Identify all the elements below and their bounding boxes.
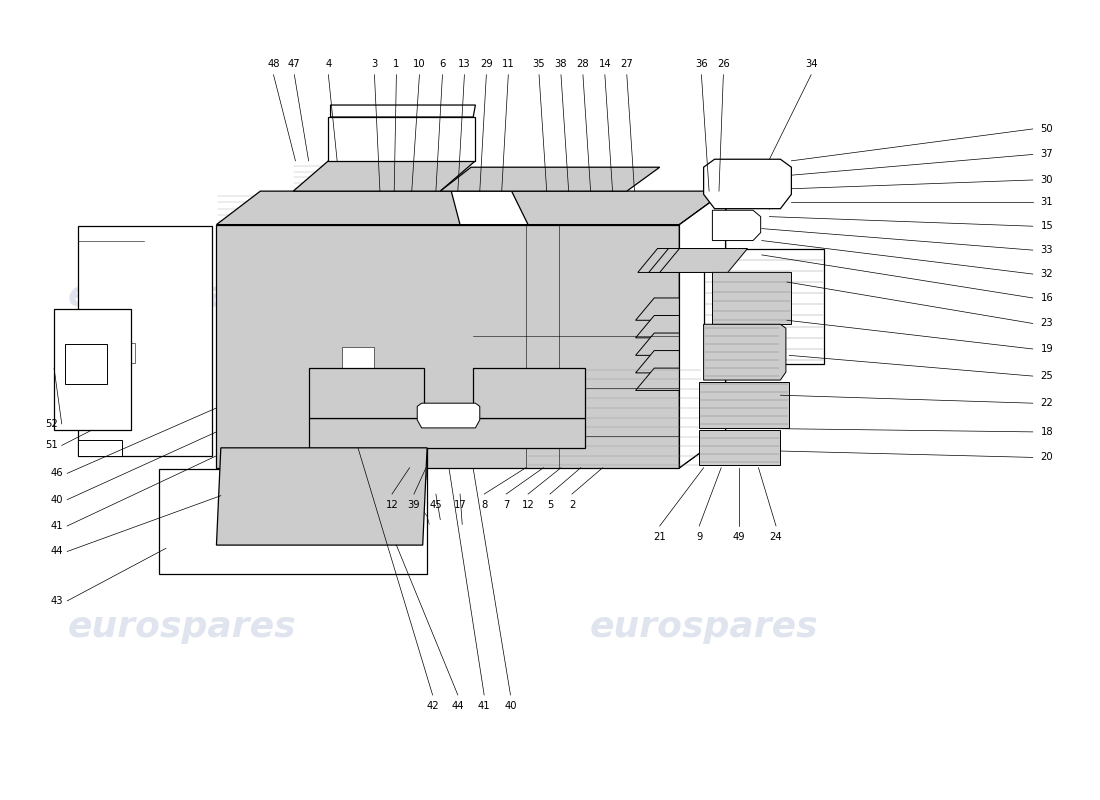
Polygon shape xyxy=(473,368,585,418)
Polygon shape xyxy=(700,382,789,428)
Text: 38: 38 xyxy=(554,59,568,69)
Polygon shape xyxy=(704,159,791,209)
Text: 24: 24 xyxy=(770,531,782,542)
Polygon shape xyxy=(638,249,726,273)
Text: 44: 44 xyxy=(51,546,64,557)
Text: 52: 52 xyxy=(45,419,58,429)
Polygon shape xyxy=(116,342,135,363)
Polygon shape xyxy=(54,309,131,430)
Polygon shape xyxy=(341,382,354,394)
Text: 19: 19 xyxy=(1041,344,1053,354)
Text: eurospares: eurospares xyxy=(68,279,297,314)
Text: 33: 33 xyxy=(1041,245,1053,255)
Text: 40: 40 xyxy=(51,494,64,505)
Polygon shape xyxy=(704,249,824,364)
Text: 10: 10 xyxy=(414,59,426,69)
Polygon shape xyxy=(649,249,737,273)
Text: 37: 37 xyxy=(1041,150,1053,159)
Polygon shape xyxy=(294,161,475,191)
Text: 40: 40 xyxy=(504,701,517,710)
Text: eurospares: eurospares xyxy=(590,610,818,644)
Polygon shape xyxy=(636,315,726,338)
Polygon shape xyxy=(680,191,726,468)
Text: 30: 30 xyxy=(1041,175,1053,185)
Polygon shape xyxy=(704,324,785,380)
Text: 21: 21 xyxy=(653,531,667,542)
Text: 9: 9 xyxy=(696,531,703,542)
Text: 25: 25 xyxy=(1041,371,1053,381)
Polygon shape xyxy=(65,344,107,384)
Text: eurospares: eurospares xyxy=(546,279,774,314)
Text: 50: 50 xyxy=(1041,124,1053,134)
Polygon shape xyxy=(713,273,791,324)
Polygon shape xyxy=(440,167,660,191)
Text: 27: 27 xyxy=(620,59,634,69)
Text: 41: 41 xyxy=(477,701,491,710)
Text: 12: 12 xyxy=(521,500,535,510)
Text: 49: 49 xyxy=(733,531,745,542)
Polygon shape xyxy=(331,105,475,117)
Text: 32: 32 xyxy=(1041,269,1053,279)
Polygon shape xyxy=(78,226,212,456)
Polygon shape xyxy=(713,210,761,241)
Text: 13: 13 xyxy=(458,59,471,69)
Text: 22: 22 xyxy=(1041,398,1053,408)
Text: 41: 41 xyxy=(51,521,64,531)
Text: 29: 29 xyxy=(480,59,493,69)
Text: 44: 44 xyxy=(452,701,464,710)
Polygon shape xyxy=(309,368,424,418)
Text: 18: 18 xyxy=(1041,427,1053,437)
Text: 28: 28 xyxy=(576,59,590,69)
Polygon shape xyxy=(217,225,680,468)
Polygon shape xyxy=(636,368,726,390)
Polygon shape xyxy=(700,430,780,466)
Polygon shape xyxy=(417,403,480,428)
Text: 26: 26 xyxy=(717,59,729,69)
Text: 51: 51 xyxy=(45,441,58,450)
Text: 23: 23 xyxy=(1041,318,1053,329)
Text: 3: 3 xyxy=(372,59,377,69)
Text: 12: 12 xyxy=(386,500,398,510)
Text: 36: 36 xyxy=(695,59,707,69)
Polygon shape xyxy=(636,350,726,373)
Polygon shape xyxy=(680,191,726,468)
Polygon shape xyxy=(160,448,427,574)
Text: 43: 43 xyxy=(51,596,64,606)
Text: 16: 16 xyxy=(1041,293,1053,303)
Polygon shape xyxy=(78,440,122,456)
Polygon shape xyxy=(309,418,585,448)
Text: 17: 17 xyxy=(453,500,466,510)
Text: 34: 34 xyxy=(805,59,817,69)
Text: 5: 5 xyxy=(547,500,553,510)
Text: 7: 7 xyxy=(503,500,509,510)
Text: 35: 35 xyxy=(532,59,546,69)
Text: 11: 11 xyxy=(502,59,515,69)
Text: 8: 8 xyxy=(481,500,487,510)
Text: 4: 4 xyxy=(326,59,331,69)
Polygon shape xyxy=(329,117,475,161)
Text: 14: 14 xyxy=(598,59,612,69)
Text: 1: 1 xyxy=(393,59,399,69)
Text: 31: 31 xyxy=(1041,198,1053,207)
Text: 2: 2 xyxy=(569,500,575,510)
Text: 6: 6 xyxy=(439,59,446,69)
Polygon shape xyxy=(636,298,726,320)
Polygon shape xyxy=(116,374,124,380)
Text: 39: 39 xyxy=(408,500,420,510)
Text: 48: 48 xyxy=(267,59,279,69)
Polygon shape xyxy=(217,448,427,545)
Text: 46: 46 xyxy=(51,468,64,478)
Text: 45: 45 xyxy=(430,500,442,510)
Polygon shape xyxy=(217,191,726,225)
Text: 20: 20 xyxy=(1041,452,1053,462)
Polygon shape xyxy=(660,249,748,273)
Text: 15: 15 xyxy=(1041,222,1053,231)
Text: eurospares: eurospares xyxy=(68,610,297,644)
Text: 42: 42 xyxy=(427,701,439,710)
Polygon shape xyxy=(451,191,528,225)
Polygon shape xyxy=(636,333,726,355)
Text: 47: 47 xyxy=(288,59,300,69)
Polygon shape xyxy=(341,347,374,378)
